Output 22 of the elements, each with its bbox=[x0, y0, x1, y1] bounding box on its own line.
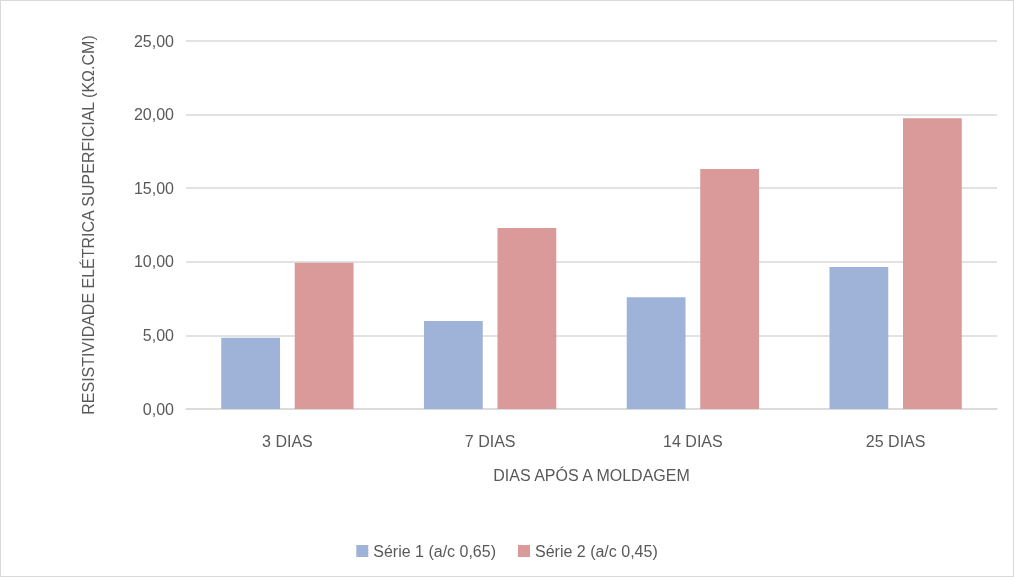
x-tick-label: 14 DIAS bbox=[663, 432, 723, 450]
bar bbox=[221, 337, 281, 409]
y-tick-label: 10,00 bbox=[133, 253, 175, 271]
bar bbox=[294, 262, 354, 409]
bar bbox=[497, 227, 557, 409]
y-tick-label: 0,00 bbox=[142, 400, 175, 418]
bar bbox=[700, 169, 760, 409]
x-tick-label: 25 DIAS bbox=[865, 432, 926, 450]
y-axis-title: RESISTIVIDADE ELÉTRICA SUPERFICIAL (KΩ.CM) bbox=[78, 35, 97, 415]
bar bbox=[902, 118, 962, 409]
y-tick-label: 20,00 bbox=[133, 106, 175, 124]
x-axis-title: DIAS APÓS A MOLDAGEM bbox=[493, 465, 690, 484]
x-tick-label: 3 DIAS bbox=[262, 432, 313, 450]
y-tick-label: 25,00 bbox=[133, 32, 175, 50]
legend-label: Série 2 (a/c 0,45) bbox=[535, 542, 658, 560]
bar bbox=[423, 321, 483, 409]
y-tick-label: 15,00 bbox=[133, 179, 175, 197]
legend-label: Série 1 (a/c 0,65) bbox=[373, 542, 497, 560]
bar bbox=[626, 297, 686, 409]
bar bbox=[829, 266, 889, 409]
x-tick-label: 7 DIAS bbox=[464, 432, 516, 450]
y-tick-label: 5,00 bbox=[142, 326, 175, 344]
